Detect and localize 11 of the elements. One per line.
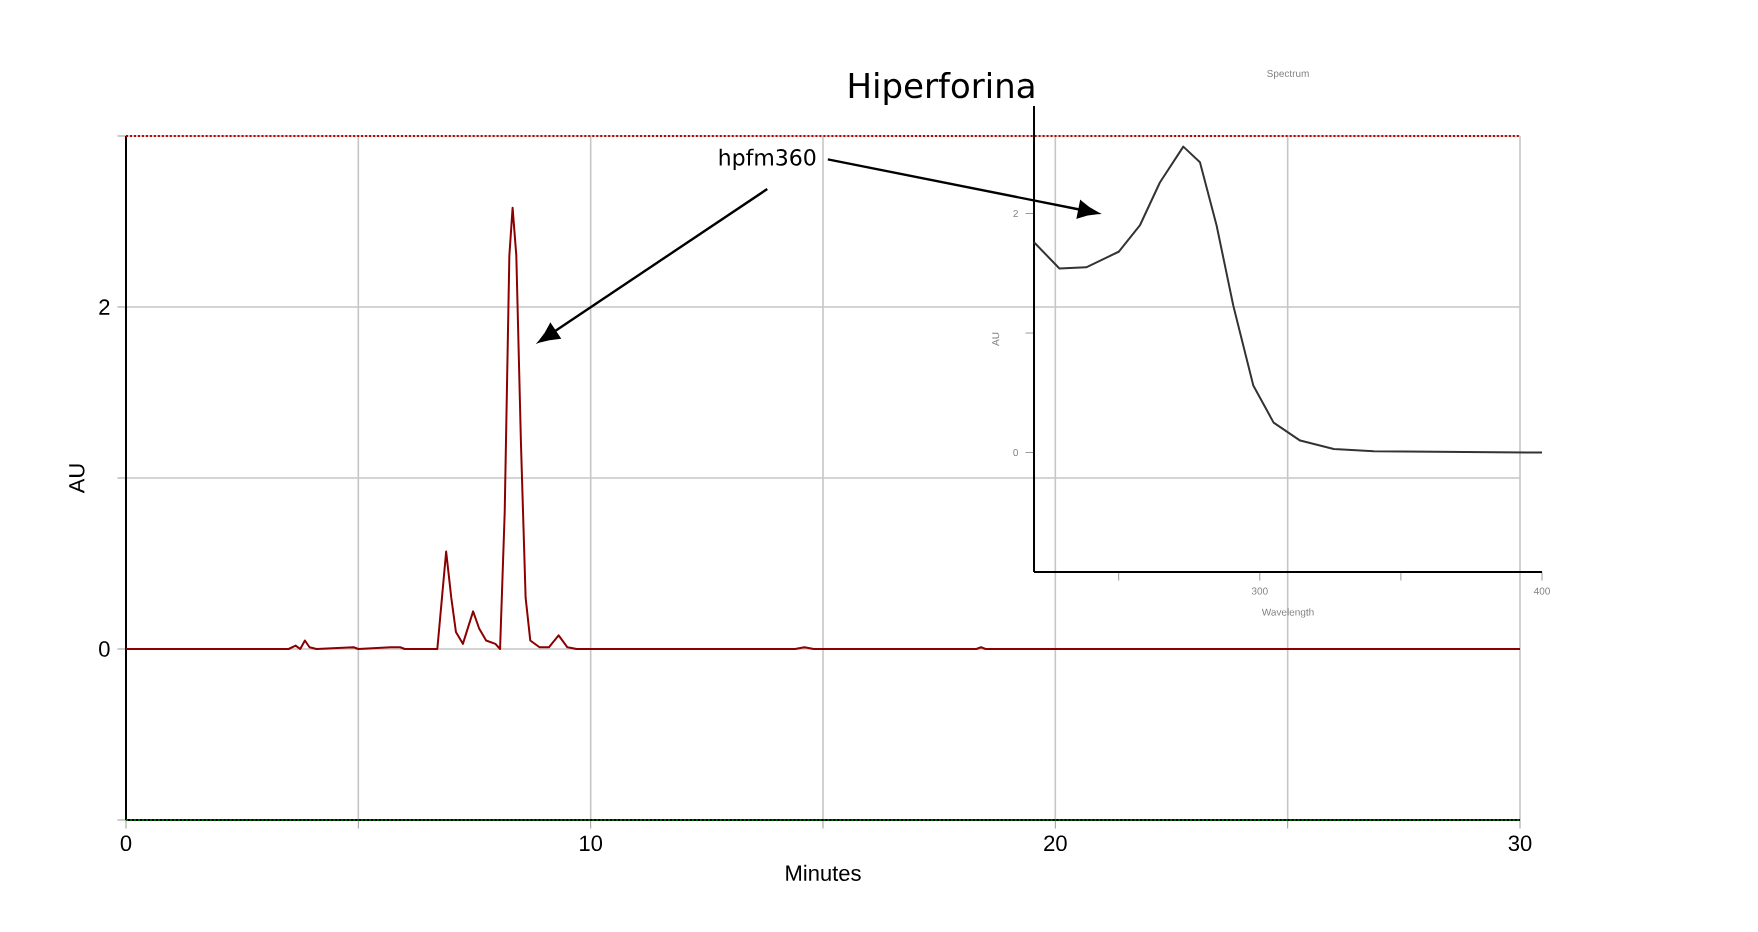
text: Hiperforina	[849, 72, 1034, 105]
x-axis-title: Minutes	[786, 864, 861, 881]
line-series	[125, 206, 1522, 650]
x-tick-label: 30	[1508, 835, 1532, 852]
x-tick-label: 10	[580, 835, 603, 852]
line-series	[1033, 145, 1544, 454]
y-tick-label: 2	[99, 299, 110, 315]
x-tick-label: 20	[1044, 835, 1067, 852]
y-axis-title: AU	[69, 464, 85, 494]
annotation: hpfm360	[719, 148, 816, 170]
x-tick-label: 0	[120, 835, 132, 852]
